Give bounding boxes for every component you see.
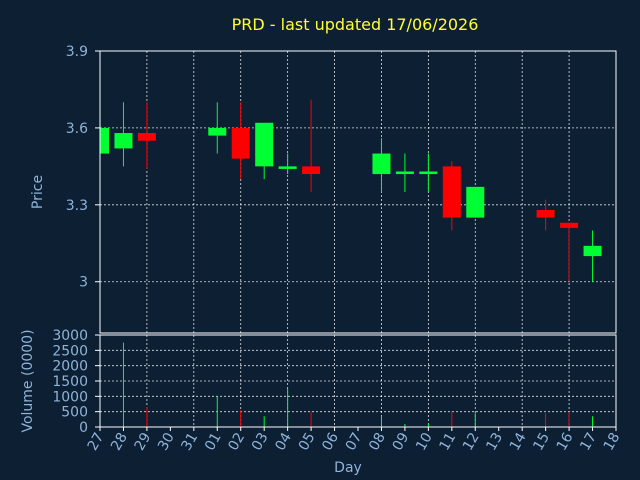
day-tick-label: 03 xyxy=(249,430,272,453)
volume-axis-label: Volume (0000) xyxy=(20,329,36,432)
candle-body xyxy=(536,209,555,218)
day-tick-label: 14 xyxy=(507,430,530,454)
price-tick-label: 3.9 xyxy=(66,44,88,60)
day-tick-label: 11 xyxy=(437,430,460,453)
price-tick-label: 3.6 xyxy=(66,121,88,137)
day-tick-label: 01 xyxy=(202,430,225,453)
price-panel-frame xyxy=(99,50,617,334)
price-y-ticks: 3 3.3 3.6 3.9 xyxy=(66,44,100,291)
volume-bars xyxy=(122,342,594,427)
volume-tick-label: 2500 xyxy=(52,343,88,359)
candle-body xyxy=(302,166,321,175)
day-tick-label: 09 xyxy=(390,430,413,453)
chart-title: PRD - last updated 17/06/2026 xyxy=(232,15,479,34)
day-tick-label: 04 xyxy=(272,430,295,454)
day-tick-label: 30 xyxy=(155,430,178,453)
candle-body xyxy=(372,153,391,175)
price-gridlines xyxy=(100,50,616,333)
candle-body xyxy=(114,133,133,149)
candle-body xyxy=(100,127,109,154)
candle-body xyxy=(560,222,579,228)
price-candles xyxy=(99,99,602,282)
price-tick-label: 3.3 xyxy=(66,198,88,214)
volume-tick-label: 2000 xyxy=(52,359,88,375)
candle-body xyxy=(583,245,602,257)
day-tick-label: 27 xyxy=(85,430,108,453)
day-tick-label: 28 xyxy=(108,430,131,453)
day-tick-label: 12 xyxy=(460,430,483,453)
candle-body xyxy=(466,186,485,218)
day-tick-label: 10 xyxy=(413,430,436,453)
day-ticks: 27 28 29 30 31 01 02 03 04 05 06 07 08 09 10 11 12 13 14 15… xyxy=(85,427,624,454)
volume-tick-label: 0 xyxy=(79,420,88,436)
day-tick-label: 16 xyxy=(554,430,577,454)
candle-body xyxy=(208,127,227,136)
candle-body xyxy=(278,166,297,169)
candle-body xyxy=(231,127,250,159)
day-tick-label: 31 xyxy=(179,430,202,453)
day-tick-label: 15 xyxy=(530,430,553,453)
volume-tick-label: 500 xyxy=(61,405,88,421)
day-tick-label: 07 xyxy=(343,430,366,453)
price-axis-label: Price xyxy=(30,175,46,209)
volume-gridlines xyxy=(100,335,616,427)
candle-body xyxy=(442,166,461,218)
candle-body xyxy=(419,171,438,175)
day-tick-label: 02 xyxy=(225,430,248,453)
day-tick-label: 05 xyxy=(296,430,319,453)
volume-tick-label: 1000 xyxy=(52,389,88,405)
volume-tick-label: 1500 xyxy=(52,374,88,390)
candle-body xyxy=(255,122,274,167)
day-tick-label: 29 xyxy=(132,430,155,453)
x-axis-label: Day xyxy=(334,460,362,476)
day-tick-label: 18 xyxy=(601,430,624,453)
day-tick-label: 13 xyxy=(483,430,506,453)
day-tick-label: 06 xyxy=(319,430,342,454)
day-tick-label: 08 xyxy=(366,430,389,453)
day-tick-label: 17 xyxy=(577,430,600,453)
candle-body xyxy=(137,133,156,141)
candle-body xyxy=(395,171,414,175)
volume-tick-label: 3000 xyxy=(52,328,88,344)
price-tick-label: 3 xyxy=(79,275,88,291)
